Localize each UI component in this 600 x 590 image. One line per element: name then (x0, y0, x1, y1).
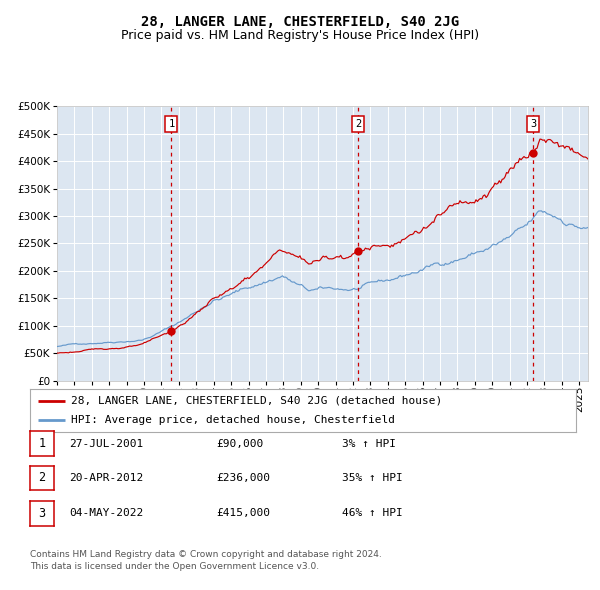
Text: £415,000: £415,000 (216, 509, 270, 518)
Text: 3: 3 (530, 119, 536, 129)
Text: 28, LANGER LANE, CHESTERFIELD, S40 2JG (detached house): 28, LANGER LANE, CHESTERFIELD, S40 2JG (… (71, 396, 442, 406)
Text: 2: 2 (38, 471, 46, 484)
Text: Contains HM Land Registry data © Crown copyright and database right 2024.: Contains HM Land Registry data © Crown c… (30, 550, 382, 559)
Text: 35% ↑ HPI: 35% ↑ HPI (342, 473, 403, 483)
Text: £90,000: £90,000 (216, 439, 263, 448)
Text: This data is licensed under the Open Government Licence v3.0.: This data is licensed under the Open Gov… (30, 562, 319, 571)
Text: 28, LANGER LANE, CHESTERFIELD, S40 2JG: 28, LANGER LANE, CHESTERFIELD, S40 2JG (141, 15, 459, 30)
Text: 04-MAY-2022: 04-MAY-2022 (69, 509, 143, 518)
Text: 3: 3 (38, 507, 46, 520)
Text: 20-APR-2012: 20-APR-2012 (69, 473, 143, 483)
Text: 27-JUL-2001: 27-JUL-2001 (69, 439, 143, 448)
Text: 1: 1 (38, 437, 46, 450)
Text: Price paid vs. HM Land Registry's House Price Index (HPI): Price paid vs. HM Land Registry's House … (121, 29, 479, 42)
Text: 1: 1 (168, 119, 175, 129)
Text: 46% ↑ HPI: 46% ↑ HPI (342, 509, 403, 518)
Text: HPI: Average price, detached house, Chesterfield: HPI: Average price, detached house, Ches… (71, 415, 395, 425)
Text: 2: 2 (355, 119, 361, 129)
Text: 3% ↑ HPI: 3% ↑ HPI (342, 439, 396, 448)
Text: £236,000: £236,000 (216, 473, 270, 483)
